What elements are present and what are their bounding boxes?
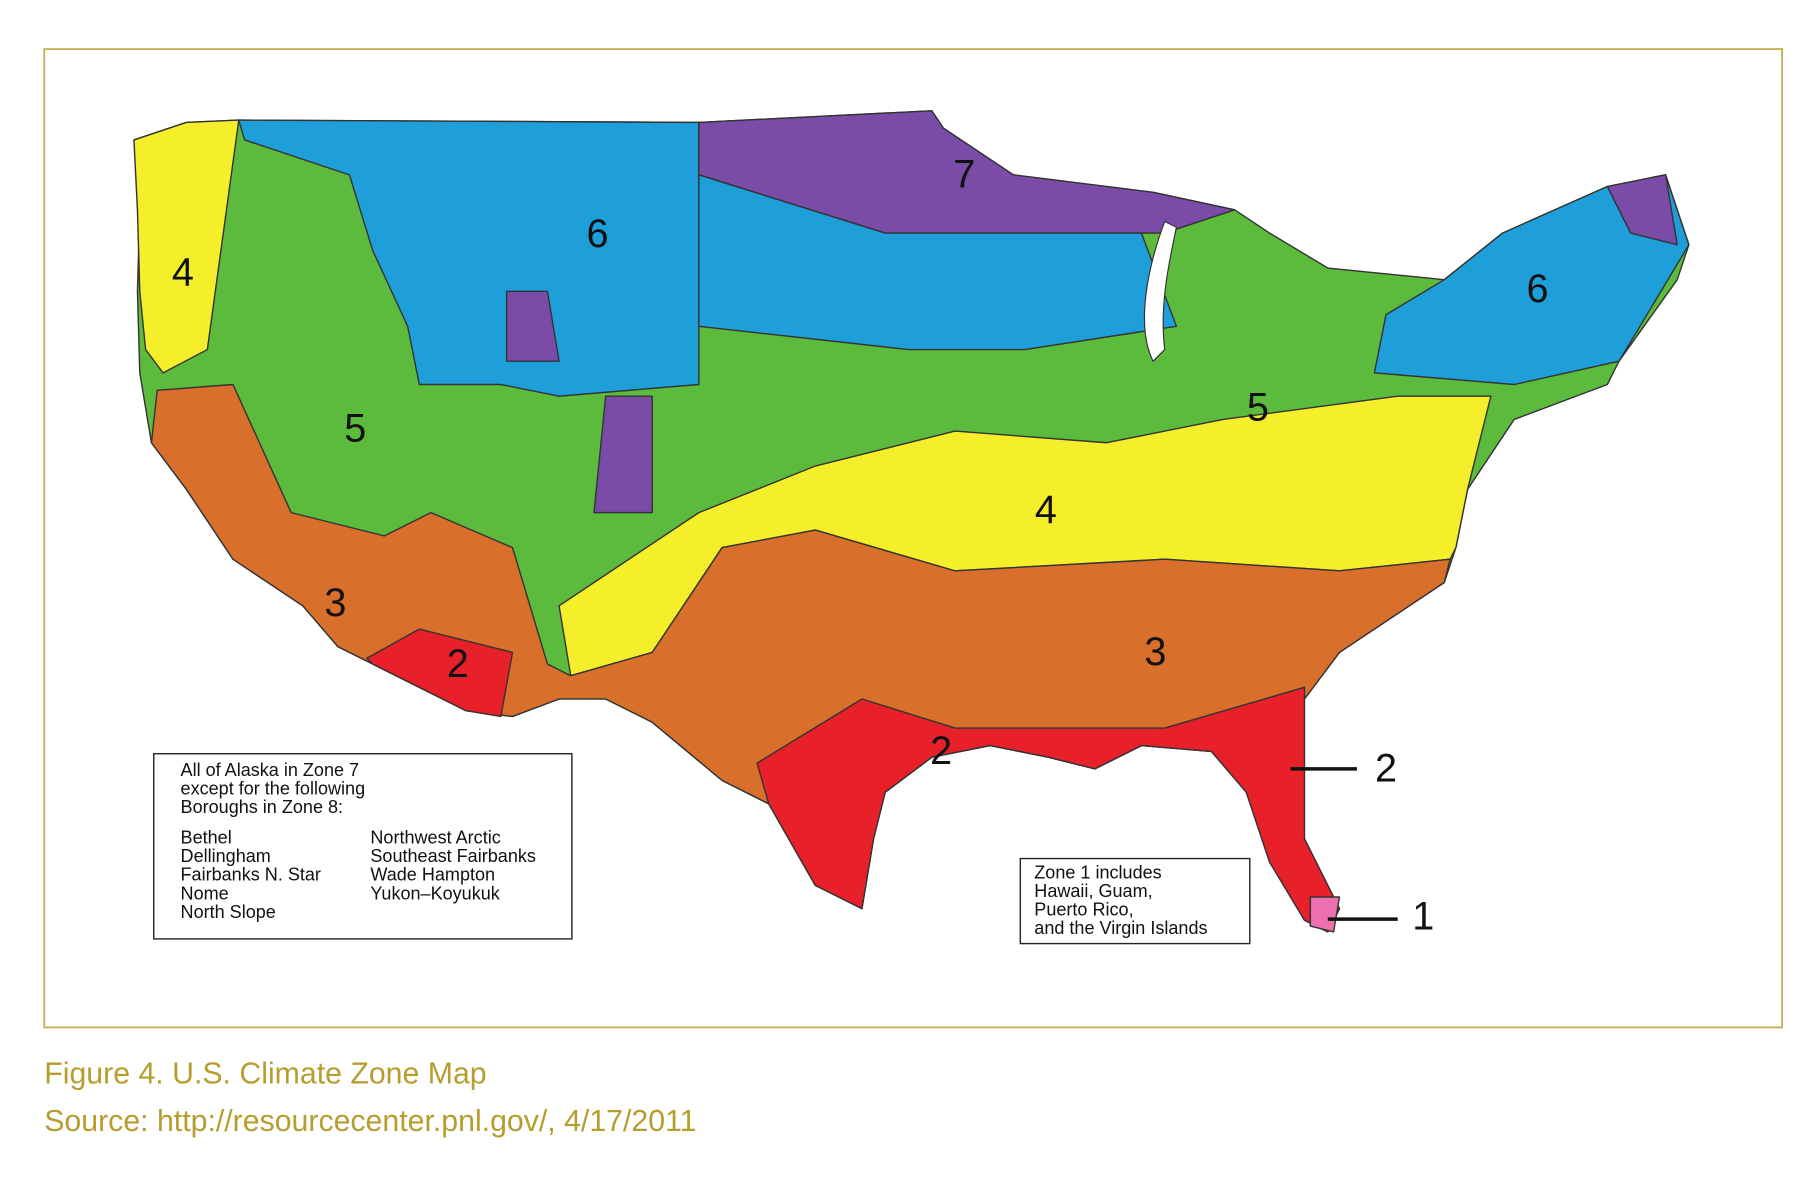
callout-label: 1 bbox=[1412, 895, 1434, 939]
zone-7-northeast bbox=[1606, 174, 1678, 246]
frame bbox=[43, 48, 1783, 1029]
borough: Southeast Fairbanks bbox=[370, 846, 536, 866]
borough: Fairbanks N. Star bbox=[181, 865, 321, 885]
borough: North Slope bbox=[181, 902, 276, 922]
alaska-note: All of Alaska in Zone 7 except for the f… bbox=[153, 753, 573, 940]
callout-label: 2 bbox=[1375, 747, 1397, 791]
zone-label: 6 bbox=[586, 212, 608, 256]
borough: Nome bbox=[181, 883, 229, 903]
note-line: Boroughs in Zone 8: bbox=[181, 797, 344, 817]
zone-label: 3 bbox=[1144, 630, 1166, 674]
lake-michigan bbox=[1143, 220, 1178, 363]
note-line: Hawaii, Guam, bbox=[1034, 881, 1152, 901]
note-line: and the Virgin Islands bbox=[1034, 918, 1207, 938]
borough: Northwest Arctic bbox=[370, 827, 500, 847]
borough: Yukon–Koyukuk bbox=[370, 883, 500, 903]
zone-6-midwest bbox=[698, 174, 1178, 351]
zone-6-northeast bbox=[1373, 174, 1690, 386]
us-map bbox=[133, 110, 1690, 933]
note-line: Puerto Rico, bbox=[1034, 900, 1133, 920]
zone-labels: 7 6 4 5 3 2 4 3 2 5 6 2 1 bbox=[172, 153, 1549, 939]
note-line: except for the following bbox=[181, 778, 366, 798]
zone-1 bbox=[1309, 896, 1341, 933]
zone-4-coast bbox=[133, 119, 240, 374]
zone-label: 4 bbox=[1035, 488, 1057, 532]
zone-label: 5 bbox=[344, 407, 366, 451]
borough: Bethel bbox=[181, 827, 232, 847]
zone-label: 2 bbox=[447, 642, 469, 686]
note-box bbox=[1019, 857, 1251, 945]
zone-label: 6 bbox=[1526, 267, 1548, 311]
zone-label: 2 bbox=[930, 729, 952, 773]
zone-label: 7 bbox=[953, 153, 975, 197]
figure-caption: Figure 4. U.S. Climate Zone Map bbox=[44, 1057, 486, 1090]
zone-2-arizona bbox=[366, 628, 514, 718]
zone-7-west bbox=[505, 290, 560, 362]
borough: Dellingham bbox=[181, 846, 271, 866]
source-caption: Source: http://resourcecenter.pnl.gov/, … bbox=[44, 1105, 696, 1138]
zone-label: 5 bbox=[1247, 386, 1269, 430]
zone-7-wyoming bbox=[593, 395, 653, 514]
note-line: Zone 1 includes bbox=[1034, 862, 1161, 882]
zone1-note: Zone 1 includes Hawaii, Guam, Puerto Ric… bbox=[1019, 857, 1251, 945]
zone-label: 3 bbox=[324, 581, 346, 625]
note-line: All of Alaska in Zone 7 bbox=[181, 760, 360, 780]
zone-label: 4 bbox=[172, 250, 194, 294]
note-box bbox=[153, 753, 573, 940]
zone-2-gulf bbox=[756, 686, 1341, 933]
borough: Wade Hampton bbox=[370, 865, 495, 885]
